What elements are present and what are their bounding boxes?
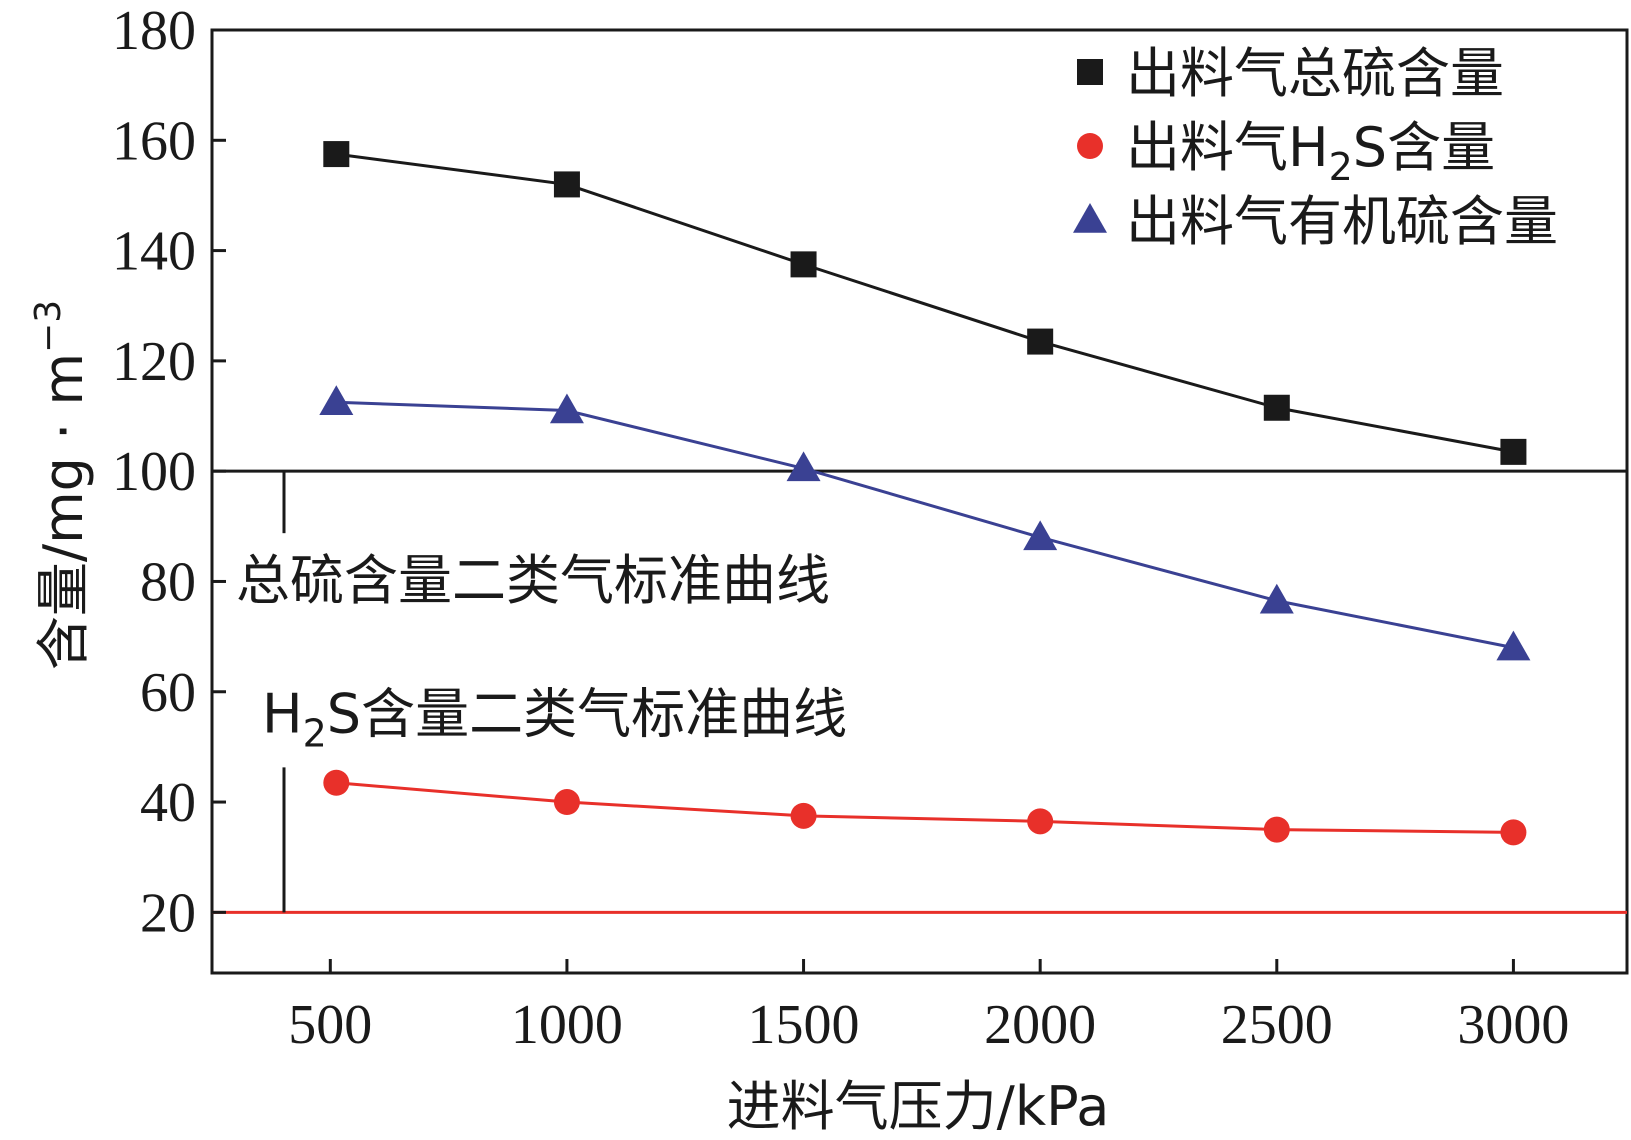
reference-label-h2s: H2S含量二类气标准曲线 [262, 682, 847, 755]
data-point-circle [790, 802, 817, 829]
markers [319, 141, 1531, 846]
series-line-circle [336, 781, 1514, 834]
y-axis-label: 含量/mg · m−3 [28, 300, 95, 670]
series-lines [336, 152, 1514, 834]
x-axis-label: 进料气压力/kPa [727, 1075, 1110, 1138]
y-tick-label: 160 [112, 110, 196, 172]
reference-label-total-sulfur: 总硫含量二类气标准曲线 [236, 549, 830, 612]
y-axis-label-exponent: −3 [28, 300, 69, 353]
reference-label-total-sulfur-part: 总硫含量二类气标准曲线 [236, 549, 830, 612]
legend-label-part: 出料气有机硫含量 [1126, 190, 1558, 253]
annotations: 总硫含量二类气标准曲线 H2S含量二类气标准曲线 [236, 471, 847, 913]
data-point-triangle [1496, 630, 1531, 661]
plot-frame [210, 28, 1629, 975]
x-axis-ticks: 500 1000 1500 2000 2500 3000 [288, 959, 1569, 1056]
data-point-triangle [1259, 583, 1294, 614]
x-tick-label: 2000 [984, 994, 1096, 1056]
data-point-square [323, 141, 350, 168]
data-point-triangle [319, 385, 354, 415]
reference-label-h2s-part: H [262, 682, 303, 745]
legend-label-part: 出料气H [1126, 116, 1329, 179]
reference-label-h2s-part: 2 [303, 711, 327, 755]
y-tick-label: 180 [112, 0, 196, 62]
y-tick-label: 120 [112, 331, 196, 393]
data-point-triangle [1023, 520, 1058, 551]
data-point-square [1500, 438, 1527, 465]
reference-lines [212, 469, 1627, 914]
y-tick-label: 100 [112, 441, 196, 503]
data-point-square [1263, 394, 1290, 421]
y-tick-label: 80 [140, 551, 196, 613]
x-tick-label: 500 [288, 994, 372, 1056]
legend-label-part: S含量 [1353, 116, 1495, 179]
legend-label: 出料气有机硫含量 [1126, 190, 1558, 253]
x-tick-label: 1500 [748, 994, 860, 1056]
data-point-square [553, 171, 580, 198]
data-point-circle [323, 769, 350, 796]
reference-label-h2s-part: S含量二类气标准曲线 [327, 682, 847, 745]
data-point-circle [1263, 816, 1290, 843]
x-tick-label: 1000 [511, 994, 623, 1056]
data-point-triangle [549, 393, 584, 424]
data-point-square [790, 251, 817, 278]
y-axis-ticks: 20 40 60 80 100 120 140 160 180 [112, 0, 226, 944]
legend-label: 出料气总硫含量 [1126, 42, 1504, 105]
data-point-square [1027, 328, 1054, 355]
x-tick-label: 3000 [1457, 994, 1569, 1056]
legend-marker-square [1077, 59, 1103, 85]
y-axis-label-main: 含量/mg · m [32, 353, 95, 670]
y-tick-label: 20 [140, 882, 196, 944]
legend-label-part: 2 [1329, 145, 1353, 189]
x-tick-label: 2500 [1221, 994, 1333, 1056]
y-tick-label: 40 [140, 772, 196, 834]
y-tick-label: 60 [140, 662, 196, 724]
y-tick-label: 140 [112, 221, 196, 283]
legend-marker-circle [1077, 133, 1103, 159]
data-point-circle [1500, 819, 1527, 846]
legend-label-part: 出料气总硫含量 [1126, 42, 1504, 105]
series-line-square [336, 152, 1514, 454]
series-line-triangle [336, 400, 1514, 650]
plot-area [210, 28, 1629, 975]
data-point-circle [1027, 808, 1054, 835]
legend-label: 出料气H2S含量 [1126, 116, 1495, 189]
data-point-triangle [786, 451, 821, 482]
legend-marker-triangle [1073, 203, 1107, 233]
data-point-circle [553, 789, 580, 816]
